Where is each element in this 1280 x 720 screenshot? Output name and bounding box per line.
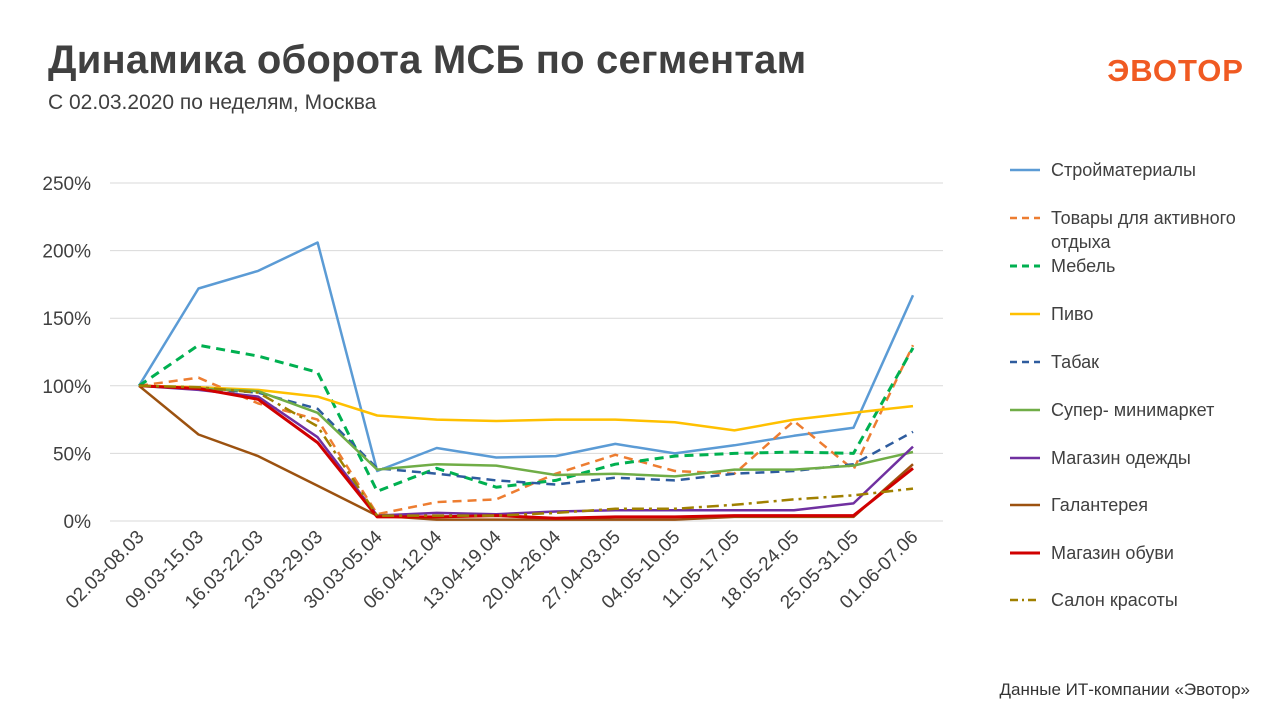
legend-item: Товары для активного отдыха [1008,206,1270,254]
y-tick-label: 50% [53,444,91,465]
x-axis-ticks: 02.03-08.0309.03-15.0316.03-22.0323.03-2… [62,526,923,613]
y-tick-label: 150% [42,309,91,330]
legend-swatch [1010,456,1040,460]
legend-label: Товары для активного отдыха [1051,208,1236,252]
legend-swatch [1010,216,1040,220]
evotor-logo: ЭВОТОР [1107,53,1244,88]
legend-item: Магазин одежды [1008,446,1270,470]
legend-label: Пиво [1051,304,1094,324]
series-line [138,384,914,520]
series-line [138,384,914,517]
series-line [138,343,915,493]
legend-item: Магазин обуви [1008,541,1270,565]
legend-label: Магазин обуви [1051,543,1174,563]
series-lines [137,241,915,521]
line-chart: 0% 50% 100% 150% 200% 250% 02.03-08.0309.03-1… [42,174,943,613]
legend-swatch [1010,312,1040,316]
y-tick-label: 200% [42,242,91,263]
series-line [137,241,915,473]
legend-item: Супер- минимаркет [1008,398,1270,422]
y-tick-label: 250% [42,174,91,195]
legend-swatch [1010,551,1040,555]
y-axis-ticks: 0% 50% 100% 150% 200% 250% [42,174,91,533]
legend-item: Табак [1008,350,1270,374]
source-note: Данные ИТ-компании «Эвотор» [999,680,1251,699]
legend-swatch [1010,360,1040,364]
y-tick-label: 100% [42,377,91,398]
series-line [138,384,914,478]
legend-swatch [1010,408,1040,412]
legend-label: Супер- минимаркет [1051,400,1215,420]
series-line [138,384,914,432]
legend-label: Мебель [1051,256,1116,276]
legend-swatch [1010,503,1040,507]
series-line [138,384,914,517]
chart-subtitle: С 02.03.2020 по неделям, Москва [48,91,377,114]
legend-item: Галантерея [1008,493,1270,517]
legend-label: Стройматериалы [1051,160,1196,180]
legend-item: Пиво [1008,302,1270,326]
legend-label: Магазин одежды [1051,448,1191,468]
legend-item: Стройматериалы [1008,158,1270,182]
legend-label: Салон красоты [1051,590,1178,610]
legend-label: Табак [1051,352,1099,372]
chart-title: Динамика оборота МСБ по сегментам [48,38,807,82]
legend-item: Салон красоты [1008,588,1270,612]
y-tick-label: 0% [64,512,92,533]
legend-item: Мебель [1008,254,1270,278]
legend-swatch [1010,264,1040,268]
legend-label: Галантерея [1051,495,1149,515]
legend-swatch [1010,168,1040,172]
gridlines [110,182,943,522]
series-line [138,344,915,516]
legend-swatch [1010,598,1040,602]
